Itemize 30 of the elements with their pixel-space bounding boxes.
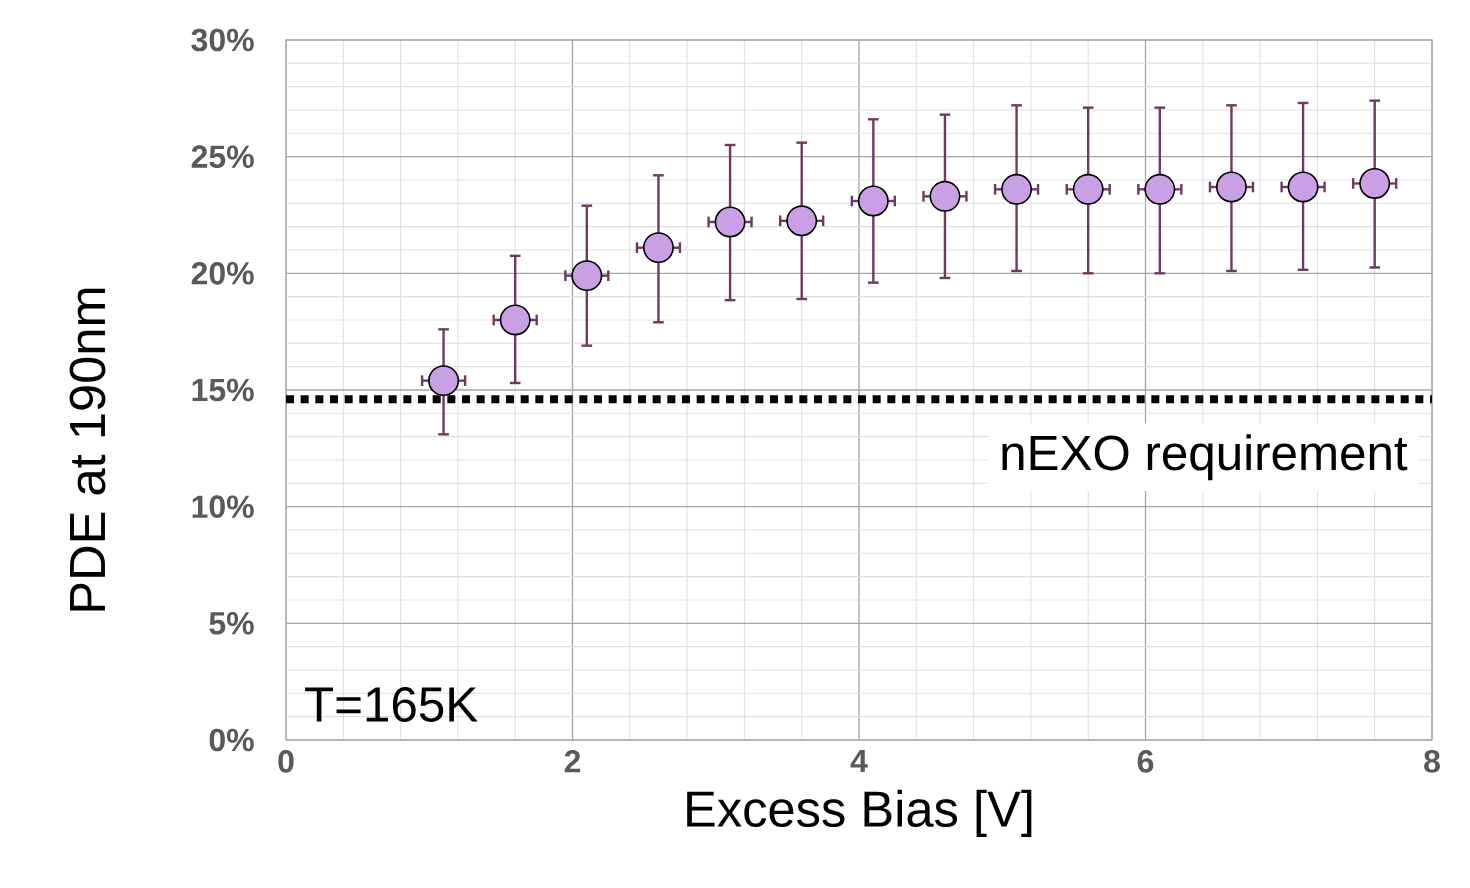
point	[571, 260, 603, 292]
point	[857, 185, 889, 217]
point	[428, 365, 460, 397]
point	[1001, 173, 1033, 205]
x-tick-label: 0	[278, 750, 294, 773]
y-tick-label: 20%	[191, 262, 254, 285]
point	[1072, 173, 1104, 205]
annotation: T=165K	[305, 687, 478, 722]
y-axis-title: PDE at 190nm	[69, 288, 106, 611]
x-tick-label: 8	[1424, 750, 1440, 773]
point	[714, 206, 746, 238]
ref-line-label: nEXO requirement	[1002, 434, 1408, 481]
point	[1144, 173, 1176, 205]
point	[929, 180, 961, 212]
point	[1215, 171, 1247, 203]
x-tick-label: 6	[1137, 750, 1154, 773]
point	[499, 304, 531, 336]
y-tick-label: 25%	[191, 145, 254, 168]
point	[1287, 171, 1319, 203]
y-tick-label: 15%	[192, 378, 254, 402]
x-axis-title: Excess Bias [V]	[687, 789, 1032, 838]
y-tick-label: 10%	[192, 495, 254, 518]
x-tick-label: 4	[850, 750, 868, 773]
point	[1359, 168, 1391, 199]
x-tick-label: 2	[564, 750, 581, 773]
point	[642, 232, 674, 264]
point	[786, 205, 818, 237]
y-tick-label: 0%	[209, 728, 254, 752]
y-tick-label: 5%	[209, 612, 254, 635]
y-tick-label: 30%	[191, 28, 254, 52]
